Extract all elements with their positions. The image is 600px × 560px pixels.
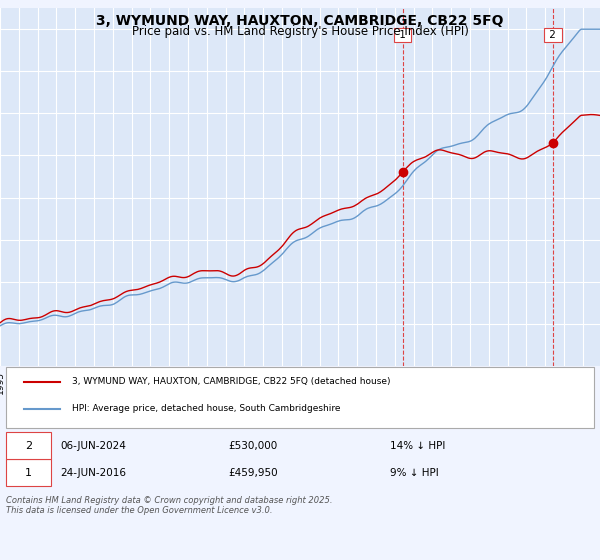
Text: 3, WYMUND WAY, HAUXTON, CAMBRIDGE, CB22 5FQ (detached house): 3, WYMUND WAY, HAUXTON, CAMBRIDGE, CB22 … <box>72 377 391 386</box>
FancyBboxPatch shape <box>6 432 51 459</box>
Text: 06-JUN-2024: 06-JUN-2024 <box>60 441 126 451</box>
FancyBboxPatch shape <box>6 459 51 486</box>
FancyBboxPatch shape <box>6 367 594 428</box>
Text: £530,000: £530,000 <box>228 441 277 451</box>
Text: HPI: Average price, detached house, South Cambridgeshire: HPI: Average price, detached house, Sout… <box>72 404 341 413</box>
Text: £459,950: £459,950 <box>228 468 278 478</box>
Text: 1: 1 <box>396 30 409 40</box>
Text: Contains HM Land Registry data © Crown copyright and database right 2025.
This d: Contains HM Land Registry data © Crown c… <box>6 496 332 515</box>
Text: 24-JUN-2016: 24-JUN-2016 <box>60 468 126 478</box>
Text: 9% ↓ HPI: 9% ↓ HPI <box>390 468 439 478</box>
Text: 14% ↓ HPI: 14% ↓ HPI <box>390 441 445 451</box>
Text: 2: 2 <box>25 441 32 451</box>
Text: Price paid vs. HM Land Registry's House Price Index (HPI): Price paid vs. HM Land Registry's House … <box>131 25 469 38</box>
Text: 1: 1 <box>25 468 32 478</box>
Text: 3, WYMUND WAY, HAUXTON, CAMBRIDGE, CB22 5FQ: 3, WYMUND WAY, HAUXTON, CAMBRIDGE, CB22 … <box>96 14 504 28</box>
Text: 2: 2 <box>547 30 560 40</box>
